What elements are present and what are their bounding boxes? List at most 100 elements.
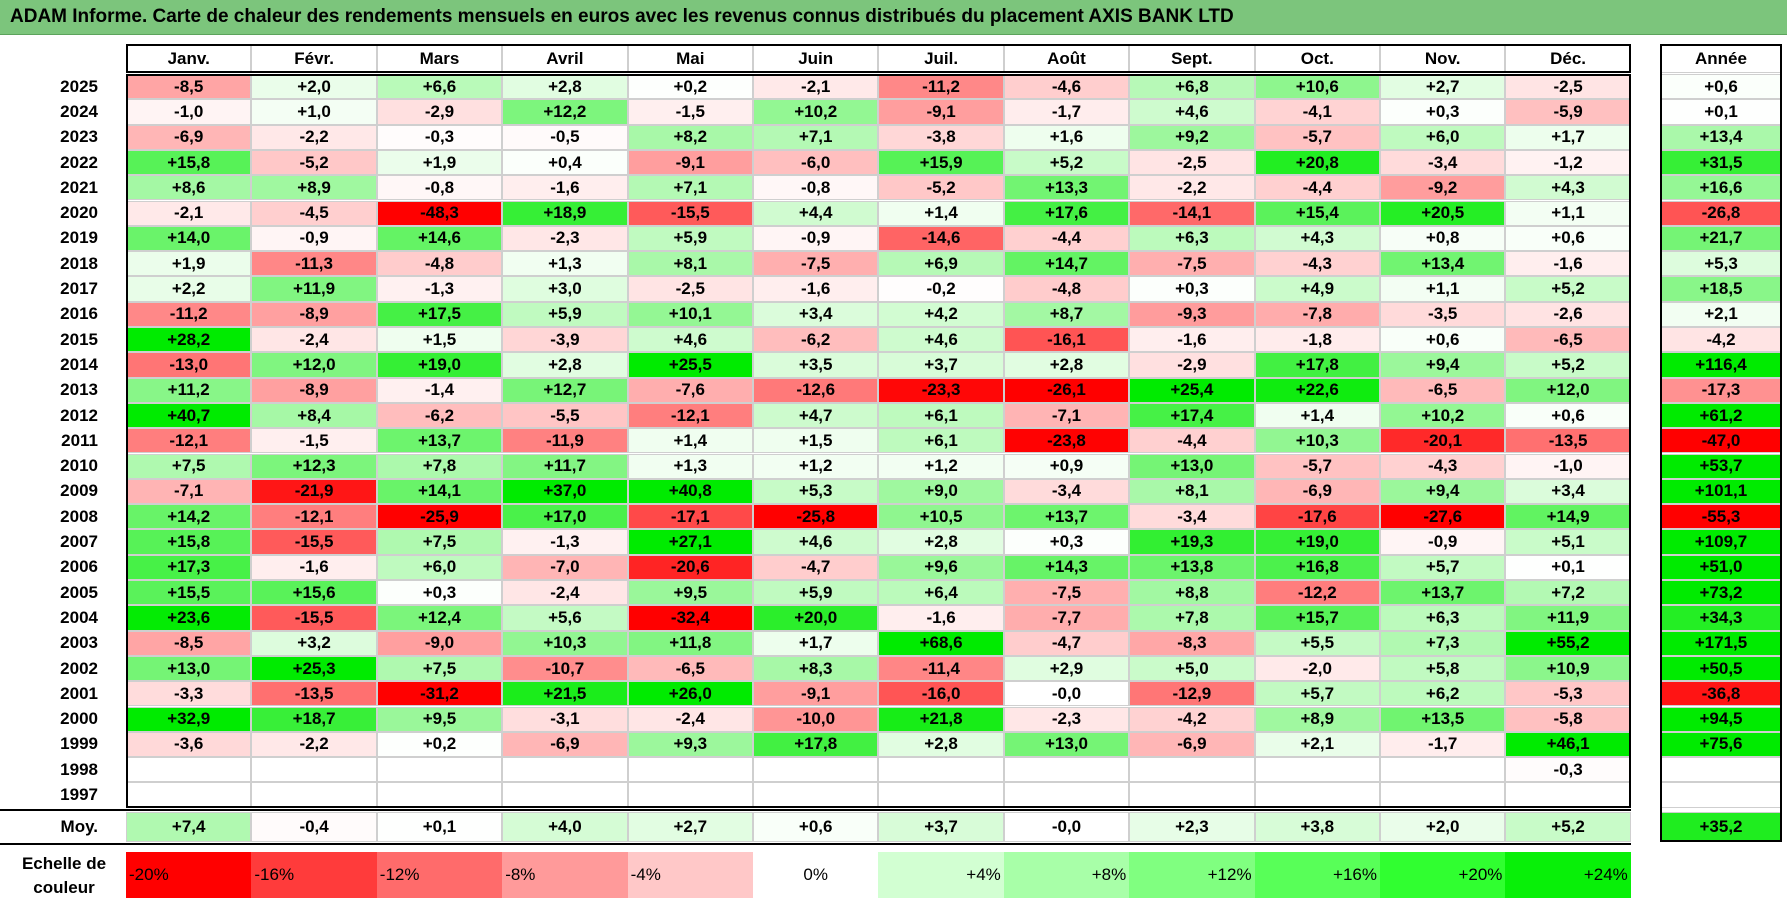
heatmap-cell: +4,6 [878,327,1004,353]
heatmap-cell: +15,5 [126,580,252,606]
heatmap-cell [376,782,503,808]
heatmap-cell: +19,0 [1254,529,1380,555]
heatmap-cell: -0,2 [878,276,1004,302]
annual-cell: +53,7 [1660,453,1782,479]
heatmap-cell: +14,2 [126,504,252,530]
annual-cell: -55,3 [1660,504,1782,530]
heatmap-cell: -13,0 [126,352,252,378]
heatmap-cell: +2,1 [1254,731,1380,758]
heatmap-cell: +0,8 [1380,225,1506,252]
heatmap-cell: -1,3 [502,529,628,555]
heatmap-cell: +9,5 [627,580,753,606]
heatmap-cell: -7,5 [1129,251,1255,277]
heatmap-cell: -15,5 [251,529,377,555]
heatmap-cell: +1,4 [1254,402,1380,429]
heatmap-cell: +2,8 [878,529,1004,555]
heatmap-cell: +5,5 [1254,630,1380,656]
heatmap-cell [1380,757,1506,783]
heatmap-cell: +14,0 [126,225,252,252]
heatmap-cell: +4,9 [1254,276,1380,302]
heatmap-cell: +18,9 [502,200,628,226]
heatmap-cell: -2,5 [1129,149,1255,176]
heatmap-cell: +5,2 [1003,149,1130,176]
heatmap-cell: +5,1 [1505,529,1631,555]
heatmap-cell: +55,2 [1505,630,1631,656]
color-scale-swatch: -12% [376,852,503,898]
heatmap-cell: +6,8 [1129,74,1255,100]
heatmap-cell: +1,1 [1380,276,1506,302]
heatmap-cell: -8,9 [251,377,377,403]
heatmap-cell: -8,9 [251,301,377,327]
heatmap-cell: +14,1 [376,478,503,505]
heatmap-cell: -0,9 [753,225,879,252]
heatmap-cell: +8,2 [627,124,753,150]
heatmap-cell: +8,4 [251,402,377,429]
average-cell: +5,2 [1505,811,1631,842]
heatmap-cell: +7,8 [376,453,503,479]
average-separator [0,808,1631,811]
heatmap-cell: -4,2 [1129,706,1255,732]
annual-cell: -17,3 [1660,377,1782,403]
heatmap-cell: -3,8 [878,124,1004,150]
heatmap-cell: +0,1 [1505,554,1631,580]
heatmap-cell: -17,1 [627,504,753,530]
annual-cell: +109,7 [1660,529,1782,555]
heatmap-cell: +17,8 [1254,352,1380,378]
heatmap-cell: -4,7 [1003,630,1130,656]
heatmap-cell: +5,6 [502,605,628,631]
annual-cell: +73,2 [1660,580,1782,606]
heatmap-cell: +0,6 [1380,327,1506,353]
annual-cell: -47,0 [1660,428,1782,454]
heatmap-cell: +1,4 [627,428,753,454]
annual-cell: +61,2 [1660,402,1782,429]
heatmap-cell: +13,0 [1003,731,1130,758]
color-scale-swatch: +8% [1003,852,1130,898]
heatmap-cell: +7,5 [376,655,503,682]
heatmap-cell: +0,6 [1505,225,1631,252]
heatmap-cell: -20,1 [1380,428,1506,454]
heatmap-cell: -1,6 [251,554,377,580]
heatmap-cell: +1,4 [878,200,1004,226]
heatmap-cell: +7,8 [1129,605,1255,631]
heatmap-cell: +0,2 [627,74,753,100]
month-header: Oct. [1254,44,1380,73]
heatmap-cell: -4,8 [1003,276,1130,302]
heatmap-cell: -6,5 [1505,327,1631,353]
heatmap-cell: -21,9 [251,478,377,505]
heatmap-cell: -6,9 [502,731,628,758]
heatmap-cell: -2,4 [251,327,377,353]
heatmap-cell: -4,7 [753,554,879,580]
heatmap-cell: +13,5 [1380,706,1506,732]
heatmap-cell: -3,9 [502,327,628,353]
heatmap-cell: +1,2 [753,453,879,479]
heatmap-cell: +5,7 [1254,681,1380,707]
heatmap-cell: +6,6 [376,74,503,100]
annual-cell: +94,5 [1660,706,1782,732]
heatmap-cell: +11,2 [126,377,252,403]
annual-cell: +0,6 [1660,74,1782,100]
heatmap-cell: -9,1 [753,681,879,707]
heatmap-cell: +12,7 [502,377,628,403]
heatmap-cell: +11,9 [251,276,377,302]
heatmap-cell: -10,7 [502,655,628,682]
heatmap-cell: -1,5 [627,99,753,125]
heatmap-cell: -48,3 [376,200,503,226]
heatmap-cell: -1,6 [1129,327,1255,353]
heatmap-cell: -9,0 [376,630,503,656]
heatmap-cell: +27,1 [627,529,753,555]
heatmap-cell: -4,1 [1254,99,1380,125]
heatmap-cell [627,757,753,783]
heatmap-cell: -1,4 [376,377,503,403]
heatmap-cell: +17,8 [753,731,879,758]
heatmap-cell: -2,2 [251,731,377,758]
heatmap-cell: +1,7 [1505,124,1631,150]
heatmap-cell: -27,6 [1380,504,1506,530]
heatmap-cell: -2,4 [502,580,628,606]
heatmap-cell: +1,7 [753,630,879,656]
heatmap-cell: +15,8 [126,529,252,555]
year-label: 2002 [60,658,98,678]
heatmap-cell: -1,6 [1505,251,1631,277]
heatmap-cell: -4,3 [1254,251,1380,277]
heatmap-cell: +3,4 [753,301,879,327]
heatmap-cell: +5,9 [753,580,879,606]
